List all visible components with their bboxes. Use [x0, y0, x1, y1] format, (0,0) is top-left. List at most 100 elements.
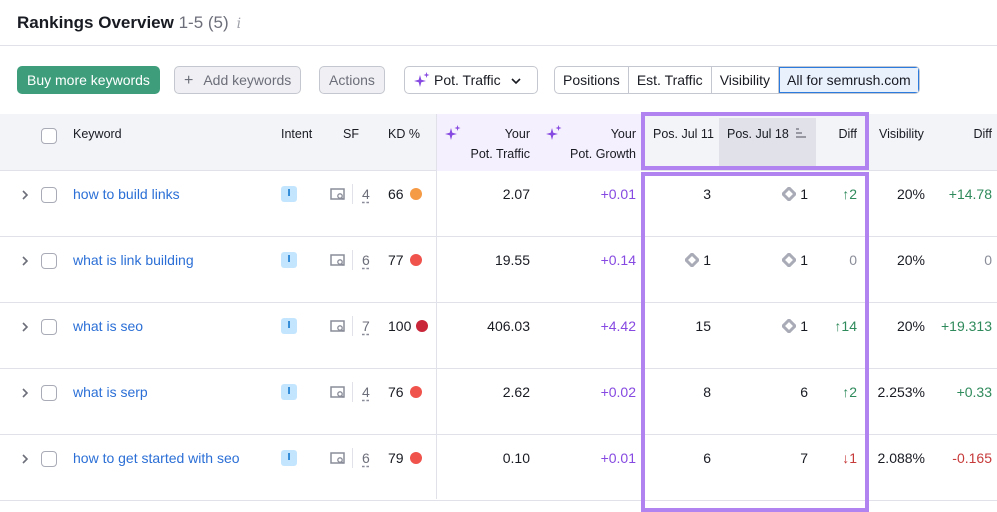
sf-count[interactable]: 4	[362, 186, 370, 202]
serp-features[interactable]	[330, 187, 346, 205]
buy-more-keywords-button[interactable]: Buy more keywords	[17, 66, 160, 94]
col-sf[interactable]: SF	[343, 127, 359, 141]
kd-value: 77	[388, 252, 404, 268]
serp-features-icon	[330, 452, 345, 464]
serp-features[interactable]	[330, 253, 346, 271]
metric-dropdown[interactable]: Pot. Traffic	[404, 66, 538, 94]
serp-features[interactable]	[330, 385, 346, 403]
col-pot-growth[interactable]: Your Pot. Growth	[570, 124, 636, 164]
select-all-checkbox[interactable]	[41, 128, 57, 144]
pos-value: 15	[695, 318, 711, 334]
pot-traffic: 406.03	[487, 318, 530, 334]
plus-icon: +	[184, 72, 194, 89]
expand-chevron-icon[interactable]	[21, 387, 29, 399]
pos-value: 1	[800, 252, 808, 268]
row-checkbox[interactable]	[41, 319, 57, 335]
pos-value: 7	[800, 450, 808, 466]
info-icon[interactable]: i	[236, 16, 242, 32]
divider	[352, 448, 353, 468]
pos-2: 1	[781, 317, 808, 335]
serp-features[interactable]	[330, 319, 346, 337]
col-keyword[interactable]: Keyword	[73, 127, 122, 141]
intent-badge: I	[281, 450, 297, 466]
keyword-link[interactable]: what is seo	[73, 318, 144, 334]
expand-chevron-icon[interactable]	[21, 189, 29, 201]
visibility: 2.088%	[877, 450, 925, 466]
col-visibility[interactable]: Visibility	[879, 127, 924, 141]
kd-value: 79	[388, 450, 404, 466]
serp-features-icon	[330, 320, 345, 332]
visibility: 2.253%	[877, 384, 925, 400]
visibility-diff: +0.33	[956, 384, 992, 400]
segment-visibility[interactable]: Visibility	[712, 67, 779, 93]
actions-button[interactable]: Actions	[319, 66, 385, 94]
table-row: what is link building I 6 77 19.55 +0.14…	[0, 237, 997, 303]
metric-label: Pot. Traffic	[434, 72, 501, 88]
sf-count[interactable]: 6	[362, 450, 370, 466]
serp-feature-icon	[781, 252, 797, 268]
row-checkbox[interactable]	[41, 253, 57, 269]
chevron-down-icon	[510, 78, 521, 85]
pos-2: 6	[800, 383, 808, 401]
pos-diff: ↑2	[842, 186, 857, 202]
visibility: 20%	[896, 318, 925, 334]
kd-dot	[410, 254, 422, 266]
pos-value: 1	[703, 252, 711, 268]
row-checkbox[interactable]	[41, 187, 57, 203]
add-keywords-button[interactable]: + Add keywords	[174, 66, 302, 94]
col-vis-diff[interactable]: Diff	[973, 127, 992, 141]
col-pos-1[interactable]: Pos. Jul 11	[653, 127, 714, 141]
segment-all-for-domain[interactable]: All for semrush.com	[779, 67, 919, 93]
col-label: Pos. Jul 18	[727, 127, 789, 141]
keyword-link[interactable]: how to get started with seo	[73, 450, 240, 466]
pos-1: 6	[703, 449, 711, 467]
col-intent[interactable]: Intent	[281, 127, 313, 141]
col-diff[interactable]: Diff	[838, 127, 857, 141]
visibility-diff: -0.165	[952, 450, 992, 466]
row-checkbox[interactable]	[41, 385, 57, 401]
pot-growth: +0.01	[600, 186, 636, 202]
page-title: Rankings Overview 1-5 (5) i	[17, 13, 241, 33]
col-label: Pot. Traffic	[470, 147, 530, 161]
sf-count[interactable]: 7	[362, 318, 370, 334]
divider	[0, 45, 997, 46]
pos-value: 1	[800, 186, 808, 202]
pot-traffic: 2.07	[502, 186, 530, 202]
serp-features-icon	[330, 188, 345, 200]
col-kd[interactable]: KD %	[388, 127, 420, 141]
table-row: what is seo I 7 100 406.03 +4.42 15 1 ↑1…	[0, 303, 997, 369]
divider	[352, 184, 353, 204]
pot-traffic: 2.62	[502, 384, 530, 400]
pos-value: 3	[703, 186, 711, 202]
keyword-link[interactable]: what is link building	[73, 252, 194, 268]
serp-features-icon	[330, 254, 345, 266]
col-pot-traffic[interactable]: Your Pot. Traffic	[470, 124, 530, 164]
expand-chevron-icon[interactable]	[21, 321, 29, 333]
add-keywords-label: Add keywords	[203, 72, 292, 88]
visibility-diff: +19.313	[941, 318, 992, 334]
keyword-link[interactable]: what is serp	[73, 384, 148, 400]
kd-dot	[410, 386, 422, 398]
serp-features[interactable]	[330, 451, 346, 469]
pos-value: 8	[703, 384, 711, 400]
kd-dot	[410, 452, 422, 464]
sf-count[interactable]: 4	[362, 384, 370, 400]
pos-2: 1	[781, 251, 808, 269]
row-checkbox[interactable]	[41, 451, 57, 467]
keyword-link[interactable]: how to build links	[73, 186, 180, 202]
pos-value: 1	[800, 318, 808, 334]
kd-dot	[416, 320, 428, 332]
divider	[352, 316, 353, 336]
pos-diff: ↓1	[842, 450, 857, 466]
col-pos-2[interactable]: Pos. Jul 18	[727, 124, 807, 144]
expand-chevron-icon[interactable]	[21, 255, 29, 267]
table-row: what is serp I 4 76 2.62 +0.02 8 6 ↑2 2.…	[0, 369, 997, 435]
table-row: how to build links I 4 66 2.07 +0.01 3 1…	[0, 171, 997, 237]
pos-1: 8	[703, 383, 711, 401]
col-label: Pot. Growth	[570, 147, 636, 161]
segment-est-traffic[interactable]: Est. Traffic	[629, 67, 712, 93]
sf-count[interactable]: 6	[362, 252, 370, 268]
pos-2: 7	[800, 449, 808, 467]
expand-chevron-icon[interactable]	[21, 453, 29, 465]
segment-positions[interactable]: Positions	[555, 67, 629, 93]
